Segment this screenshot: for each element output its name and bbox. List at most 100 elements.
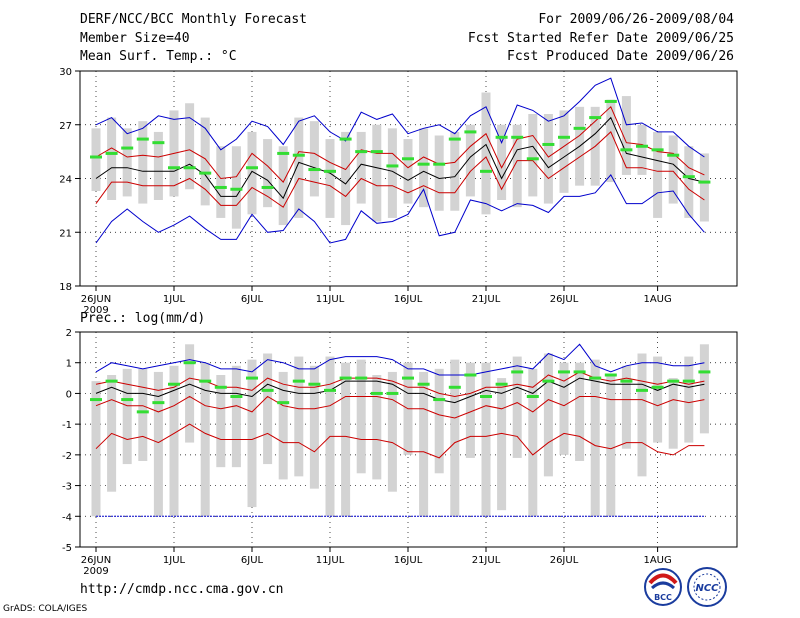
temp-ensemble-box — [653, 131, 663, 218]
temp-series-mean — [95, 116, 705, 200]
temp-ensemble-box — [294, 117, 304, 218]
member-size-label: Member Size=40 — [80, 31, 190, 46]
temp-xtick-label: 26JUL — [550, 294, 579, 305]
temp-ensemble-box — [684, 146, 694, 218]
temp-xtick-label: 11JUL — [316, 294, 345, 305]
prec-ytick-label: -1 — [62, 420, 72, 431]
temp-ensemble-box — [481, 92, 491, 215]
prec-xtick-label: 21JUL — [472, 555, 501, 566]
prec-ensemble-box — [559, 362, 569, 455]
prec-ensemble-box — [434, 368, 444, 474]
prec-ytick-label: -2 — [62, 451, 72, 462]
prec-ensemble-box — [481, 362, 491, 517]
prec-ensemble-box — [309, 365, 319, 489]
refer-date-label: Fcst Started Refer Date 2009/06/25 — [467, 31, 734, 46]
prec-ensemble-box — [465, 362, 475, 458]
prec-ensemble-box — [138, 368, 148, 461]
prec-xtick-label: 6JUL — [241, 555, 264, 566]
temp-ensemble-box — [387, 128, 397, 218]
prec-ensemble-box — [122, 368, 132, 465]
prec-series-mean — [95, 377, 705, 404]
temp-ensemble-box — [107, 117, 117, 200]
prec-panel-title: Prec.: log(mm/d) — [80, 311, 206, 326]
temp-ytick-label: 24 — [59, 175, 72, 186]
temp-ensemble-box — [668, 135, 678, 204]
temp-ensemble-box — [606, 99, 616, 183]
prec-ensemble-box — [294, 356, 304, 477]
prec-ensemble-box — [543, 353, 553, 477]
temp-ensemble-box — [403, 139, 413, 204]
prec-ensemble-box — [497, 378, 507, 511]
grads-credit: GrADS: COLA/IGES — [3, 604, 88, 614]
prec-xtick-label: 11JUL — [316, 555, 345, 566]
temp-ensemble-box — [278, 146, 288, 226]
prec-ytick-label: -3 — [62, 482, 72, 493]
prec-series-spread_low — [95, 395, 705, 419]
temp-ensemble-box — [153, 131, 163, 200]
temp-ytick-label: 18 — [59, 282, 72, 293]
prec-ensemble-box — [528, 368, 538, 517]
temp-ensemble-box — [543, 114, 553, 204]
prec-ensemble-box — [512, 356, 522, 458]
prec-xtick-label: 16JUL — [394, 555, 423, 566]
temp-ensemble-box — [528, 114, 538, 197]
produced-date-label: Fcst Produced Date 2009/06/26 — [507, 49, 734, 64]
temp-xtick-label: 26JUN — [81, 294, 111, 305]
prec-ensemble-box — [341, 362, 351, 517]
temp-ensemble-box — [138, 121, 148, 204]
prec-ensemble-box — [185, 344, 195, 443]
prec-ensemble-box — [637, 353, 647, 477]
prec-ensemble-box — [450, 359, 460, 517]
prec-xtick-sublabel: 2009 — [83, 566, 108, 577]
temp-xtick-label: 1JUL — [163, 294, 186, 305]
temp-ensemble-box — [185, 103, 195, 190]
variable-label: Mean Surf. Temp.: °C — [80, 49, 237, 64]
prec-ensemble-box — [684, 356, 694, 443]
prec-ensemble-box — [200, 362, 210, 517]
prec-ensemble-box — [668, 378, 678, 449]
temp-ensemble-box — [356, 131, 366, 204]
prec-ytick-label: 0 — [66, 389, 72, 400]
temp-ensemble-box — [247, 131, 257, 215]
temp-series-spread_low — [95, 131, 705, 208]
temp-ensemble-box — [200, 117, 210, 206]
prec-ensemble-box — [153, 371, 163, 517]
prec-series-spread_high — [95, 371, 705, 398]
prec-ytick-label: -4 — [62, 512, 72, 523]
prec-ytick-label: 2 — [66, 328, 72, 339]
prec-ensemble-box — [387, 371, 397, 492]
temp-ensemble-box — [699, 153, 709, 222]
forecast-period-label: For 2009/06/26-2009/08/04 — [538, 12, 734, 27]
temp-ensemble-box — [231, 146, 241, 229]
temp-ensemble-box — [637, 124, 647, 175]
temp-xtick-label: 6JUL — [241, 294, 264, 305]
temp-ensemble-box — [465, 124, 475, 197]
temp-xtick-label: 21JUL — [472, 294, 501, 305]
prec-ensemble-box — [621, 365, 631, 449]
prec-ensemble-box — [575, 362, 585, 461]
temp-ensemble-box — [450, 131, 460, 211]
temp-ensemble-box — [309, 121, 319, 197]
prec-ensemble-box — [699, 344, 709, 434]
prec-ensemble-box — [278, 371, 288, 480]
temp-xtick-label: 16JUL — [394, 294, 423, 305]
temp-ensemble-box — [497, 124, 507, 200]
temp-ensemble-box — [341, 131, 351, 226]
temp-series-min — [95, 174, 705, 244]
prec-xtick-label: 1AUG — [643, 555, 671, 566]
prec-ensemble-box — [169, 365, 179, 517]
prec-ytick-label: 1 — [66, 359, 72, 370]
temp-plot-frame — [79, 70, 738, 287]
prec-ensemble-box — [356, 359, 366, 474]
prec-ensemble-box — [606, 375, 616, 517]
prec-ensemble-box — [653, 356, 663, 443]
prec-ytick-label: -5 — [62, 543, 72, 554]
temp-ensemble-box — [434, 135, 444, 211]
prec-xtick-label: 1JUL — [163, 555, 186, 566]
prec-ensemble-box — [91, 381, 101, 517]
temp-ensemble-box — [372, 124, 382, 222]
temp-ensemble-box — [419, 128, 429, 208]
temp-ytick-label: 27 — [59, 121, 72, 132]
prec-ensemble-box — [231, 365, 241, 468]
